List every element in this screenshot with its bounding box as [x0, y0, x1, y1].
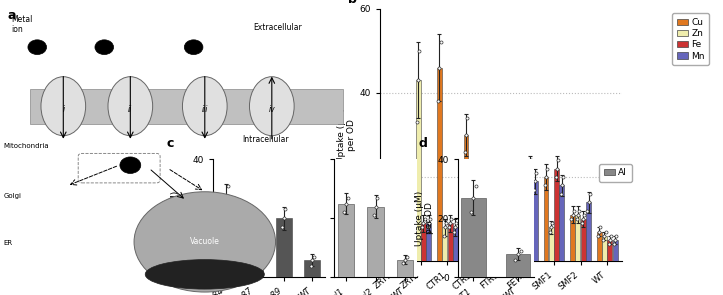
Bar [490, 211, 495, 261]
Bar [596, 232, 602, 261]
Bar [367, 206, 384, 277]
Bar [397, 260, 414, 277]
Bar [496, 215, 500, 261]
Bar [389, 240, 394, 261]
Bar [602, 236, 607, 261]
Ellipse shape [182, 77, 227, 136]
Bar [506, 206, 511, 261]
Text: Chelators: Chelators [103, 163, 136, 169]
Text: iii: iii [202, 105, 208, 114]
Bar [304, 260, 320, 277]
Bar [479, 232, 484, 261]
Bar [560, 186, 564, 261]
Circle shape [95, 40, 114, 55]
Bar [338, 204, 354, 277]
FancyBboxPatch shape [78, 153, 160, 183]
Legend: Al: Al [599, 164, 632, 182]
Bar [416, 80, 421, 261]
Bar [528, 169, 532, 261]
Y-axis label: Uptake (μM)
per OD: Uptake (μM) per OD [171, 191, 190, 246]
Text: Intracellular: Intracellular [242, 135, 288, 144]
Text: a: a [7, 9, 16, 22]
Text: ii: ii [128, 105, 132, 114]
Text: Extracellular: Extracellular [253, 22, 302, 32]
Ellipse shape [145, 260, 265, 289]
Text: Golgi: Golgi [4, 193, 22, 199]
Bar [218, 198, 234, 277]
Circle shape [120, 157, 141, 173]
Text: Vacuole: Vacuole [190, 237, 220, 246]
Text: Metal
ion: Metal ion [11, 15, 33, 34]
Bar [517, 181, 522, 261]
Bar [395, 244, 399, 261]
Bar [576, 215, 581, 261]
Bar [474, 227, 479, 261]
Bar [612, 240, 617, 261]
Bar [570, 215, 575, 261]
Bar [505, 254, 530, 277]
Bar [586, 202, 591, 261]
Bar [453, 227, 458, 261]
Bar [581, 219, 586, 261]
Text: c: c [166, 137, 174, 150]
Legend: Cu, Zn, Fe, Mn: Cu, Zn, Fe, Mn [672, 13, 709, 65]
Bar [427, 223, 431, 261]
Text: b: b [348, 0, 357, 6]
Bar [463, 135, 469, 261]
Circle shape [184, 40, 203, 55]
Bar [533, 181, 538, 261]
Y-axis label: Uptake (μM)
per OD: Uptake (μM) per OD [415, 191, 435, 246]
Bar [421, 223, 426, 261]
Ellipse shape [249, 77, 294, 136]
Text: iv: iv [268, 105, 275, 114]
Bar [461, 198, 486, 277]
Bar [607, 240, 612, 261]
Polygon shape [30, 88, 343, 124]
Bar [549, 227, 554, 261]
Y-axis label: Uptake (μM)
per OD: Uptake (μM) per OD [337, 107, 356, 163]
Text: Mitochondria: Mitochondria [4, 142, 49, 148]
Bar [469, 236, 474, 261]
Bar [522, 219, 527, 261]
Legend: As, Cr: As, Cr [470, 164, 504, 193]
Ellipse shape [134, 192, 275, 292]
Bar [400, 223, 405, 261]
Bar [448, 223, 453, 261]
Ellipse shape [41, 77, 85, 136]
Bar [437, 68, 442, 261]
Bar [554, 169, 559, 261]
Bar [411, 240, 415, 261]
Text: i: i [62, 105, 64, 114]
Bar [501, 211, 505, 261]
Bar [442, 227, 448, 261]
Text: d: d [418, 137, 427, 150]
Bar [247, 239, 263, 277]
Bar [544, 177, 548, 261]
Bar [275, 218, 291, 277]
Bar [384, 240, 389, 261]
Ellipse shape [108, 77, 153, 136]
Text: ER: ER [4, 240, 13, 246]
Circle shape [28, 40, 46, 55]
